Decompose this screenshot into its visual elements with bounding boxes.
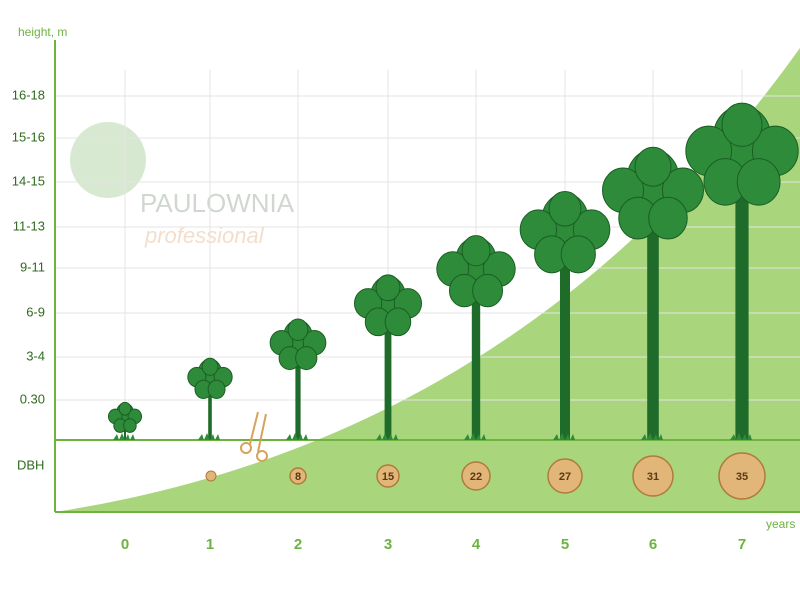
tree: [685, 102, 799, 441]
dbh-ring: [461, 461, 491, 491]
grass: [553, 433, 575, 440]
dbh-value: 8: [295, 471, 301, 483]
leaf: [634, 146, 672, 187]
dbh-value: 35: [736, 471, 748, 483]
scissors: [240, 411, 268, 462]
dbh-ring: [632, 455, 674, 497]
year-label: 3: [384, 536, 392, 553]
tree: [187, 357, 233, 440]
y-label: 11-13: [13, 218, 45, 233]
dbh-ring: [718, 452, 766, 500]
year-label: 6: [649, 536, 657, 553]
y-label: 0.30: [20, 391, 45, 406]
dbh-label: DBH: [17, 457, 44, 472]
y-label: 9-11: [20, 259, 45, 274]
leaf: [201, 357, 219, 376]
growth-area: [55, 48, 800, 512]
dbh-value: 22: [470, 471, 482, 483]
leaf: [548, 190, 582, 227]
leaf: [721, 102, 763, 147]
tree: [436, 235, 516, 440]
dbh-ring-small: [205, 470, 217, 482]
dbh-ring: [289, 467, 307, 485]
tree: [353, 274, 423, 440]
grass: [730, 433, 752, 440]
grass: [113, 433, 135, 440]
tree: [601, 146, 705, 440]
leaf: [207, 379, 226, 399]
logo: PAULOWNIA professional: [70, 122, 295, 248]
year-label: 1: [206, 536, 214, 553]
leaf: [461, 235, 491, 267]
trunk: [471, 246, 481, 440]
tree: [519, 190, 611, 440]
trunk: [295, 326, 301, 440]
y-label: 6-9: [26, 304, 45, 319]
grass: [464, 433, 486, 440]
year-label: 0: [121, 536, 129, 553]
tree: [107, 401, 143, 440]
trunk: [647, 161, 659, 440]
y-label: 15-16: [12, 129, 45, 144]
logo-name: PAULOWNIA: [140, 188, 295, 218]
trunk: [384, 284, 392, 440]
y-label: 16-18: [12, 87, 45, 102]
y-label: 14-15: [12, 173, 45, 188]
grass: [286, 433, 308, 440]
trunk: [208, 364, 212, 440]
year-label: 2: [294, 536, 302, 553]
leaf: [375, 274, 401, 302]
dbh-ring: [376, 464, 400, 488]
leaf: [560, 235, 596, 274]
y-title: height, m: [18, 25, 67, 39]
leaf: [295, 346, 318, 371]
leaf: [472, 273, 504, 308]
leaf: [287, 318, 309, 341]
year-label: 7: [738, 536, 746, 553]
leaf: [384, 307, 412, 337]
dbh-value: 31: [647, 471, 659, 483]
x-title: years: [766, 517, 795, 531]
leaf: [736, 158, 781, 206]
y-label: 3-4: [26, 348, 45, 363]
leaf: [118, 401, 132, 416]
dbh-ring: [547, 458, 583, 494]
grass: [198, 433, 220, 440]
dbh-value: 27: [559, 471, 571, 483]
dbh-value: 15: [382, 471, 394, 483]
grass: [376, 433, 398, 440]
year-label: 4: [472, 536, 481, 553]
leaf: [648, 196, 688, 240]
grass: [641, 433, 663, 440]
year-label: 5: [561, 536, 569, 553]
logo-icon: [70, 122, 146, 198]
trunk: [560, 204, 570, 440]
tree: [269, 318, 327, 440]
leaf: [123, 418, 137, 433]
